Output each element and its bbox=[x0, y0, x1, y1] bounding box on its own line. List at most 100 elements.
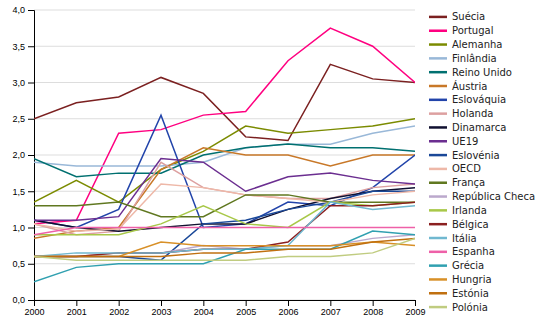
legend-label: UE19 bbox=[452, 136, 478, 147]
y-tick: 1,0 bbox=[12, 223, 34, 233]
legend-label: Suécia bbox=[452, 11, 485, 22]
y-tick-label: 1,0 bbox=[12, 223, 25, 233]
legend-swatch bbox=[429, 292, 447, 295]
legend-item: Suécia bbox=[429, 11, 485, 22]
series-line bbox=[34, 228, 415, 235]
legend-swatch bbox=[429, 237, 447, 240]
x-axis-line bbox=[35, 301, 416, 307]
legend-item: Áustria bbox=[429, 80, 487, 92]
legend-label: Áustria bbox=[452, 80, 487, 92]
x-tick-mark bbox=[119, 300, 120, 306]
legend-item: Bélgica bbox=[429, 219, 489, 230]
x-tick-mark bbox=[288, 300, 289, 306]
y-axis-line bbox=[28, 11, 35, 301]
y-tick: 3,5 bbox=[12, 42, 34, 52]
series-line bbox=[34, 64, 415, 140]
legend: SuéciaPortugalAlemanhaFinlândiaReino Uni… bbox=[429, 11, 535, 312]
x-tick-mark bbox=[76, 300, 77, 306]
series-line bbox=[34, 115, 415, 227]
x-tick-mark bbox=[415, 300, 416, 306]
legend-swatch bbox=[429, 278, 447, 281]
series-line bbox=[34, 231, 415, 282]
legend-swatch bbox=[429, 306, 447, 309]
y-tick-mark bbox=[28, 191, 34, 192]
x-axis: 2000200120022003200420052006200720082009 bbox=[24, 300, 425, 317]
y-tick-label: 2,0 bbox=[12, 150, 25, 160]
legend-swatch bbox=[429, 154, 447, 157]
legend-item: Grécia bbox=[429, 260, 484, 271]
legend-label: Eslovénia bbox=[452, 150, 500, 161]
legend-item: República Checa bbox=[429, 191, 535, 202]
y-tick-mark bbox=[28, 46, 34, 47]
series-line bbox=[34, 126, 415, 166]
legend-swatch bbox=[429, 264, 447, 267]
legend-item: Alemanha bbox=[429, 39, 502, 50]
series-line bbox=[34, 119, 415, 202]
legend-label: Hungria bbox=[452, 274, 492, 285]
legend-label: Eslováquia bbox=[452, 94, 506, 105]
y-axis: 0,00,51,01,52,02,53,03,54,0 bbox=[12, 5, 34, 305]
x-tick: 2009 bbox=[405, 300, 425, 317]
grid-line bbox=[34, 118, 415, 119]
legend-item: Portugal bbox=[429, 25, 493, 36]
legend-swatch bbox=[429, 57, 447, 60]
series-line bbox=[34, 159, 415, 221]
legend-swatch bbox=[429, 112, 447, 115]
legend-item: Espanha bbox=[429, 246, 495, 257]
legend-label: Alemanha bbox=[452, 39, 502, 50]
x-tick-mark bbox=[161, 300, 162, 306]
legend-item: Hungria bbox=[429, 274, 492, 285]
y-tick-mark bbox=[28, 155, 34, 156]
legend-swatch bbox=[429, 181, 447, 184]
x-tick: 2005 bbox=[236, 300, 256, 317]
legend-item: França bbox=[429, 177, 485, 188]
x-tick-label: 2007 bbox=[321, 307, 341, 317]
x-tick: 2007 bbox=[321, 300, 341, 317]
legend-swatch bbox=[429, 168, 447, 171]
x-tick-mark bbox=[373, 300, 374, 306]
y-tick: 2,5 bbox=[12, 114, 34, 124]
y-tick-mark bbox=[28, 10, 34, 11]
y-tick: 0,5 bbox=[12, 259, 34, 269]
legend-swatch bbox=[429, 71, 447, 74]
x-tick-label: 2004 bbox=[194, 307, 214, 317]
y-tick-label: 3,5 bbox=[12, 42, 25, 52]
legend-item: Finlândia bbox=[429, 53, 497, 64]
y-tick-mark bbox=[28, 300, 34, 301]
y-tick: 2,0 bbox=[12, 150, 34, 160]
grid-line bbox=[34, 263, 415, 264]
grid-line bbox=[34, 10, 415, 11]
series-line bbox=[34, 148, 415, 239]
y-tick: 3,0 bbox=[12, 78, 34, 88]
x-tick-label: 2008 bbox=[363, 307, 383, 317]
y-tick-label: 3,0 bbox=[12, 78, 25, 88]
legend-swatch bbox=[429, 251, 447, 254]
x-tick-mark bbox=[203, 300, 204, 306]
legend-label: Itália bbox=[452, 233, 477, 244]
legend-item: Itália bbox=[429, 233, 477, 244]
legend-item: Estónia bbox=[429, 288, 489, 299]
y-tick-mark bbox=[28, 264, 34, 265]
legend-swatch bbox=[429, 195, 447, 198]
legend-swatch bbox=[429, 223, 447, 226]
x-tick: 2003 bbox=[151, 300, 171, 317]
x-tick: 2006 bbox=[278, 300, 298, 317]
legend-swatch bbox=[429, 126, 447, 129]
series-line bbox=[34, 202, 415, 256]
y-tick: 0,0 bbox=[12, 295, 34, 305]
legend-item: Holanda bbox=[429, 108, 493, 119]
x-tick-label: 2005 bbox=[236, 307, 256, 317]
legend-label: OECD bbox=[452, 163, 481, 174]
legend-swatch bbox=[429, 140, 447, 143]
legend-item: UE19 bbox=[429, 136, 478, 147]
legend-label: Grécia bbox=[452, 260, 484, 271]
series-line bbox=[34, 162, 415, 235]
legend-label: Finlândia bbox=[452, 53, 497, 64]
legend-item: Irlanda bbox=[429, 205, 487, 216]
legend-label: Bélgica bbox=[452, 219, 489, 230]
x-tick: 2002 bbox=[109, 300, 129, 317]
x-tick-label: 2006 bbox=[278, 307, 298, 317]
legend-label: Irlanda bbox=[452, 205, 487, 216]
series-line bbox=[34, 188, 415, 232]
legend-item: Eslováquia bbox=[429, 94, 506, 105]
